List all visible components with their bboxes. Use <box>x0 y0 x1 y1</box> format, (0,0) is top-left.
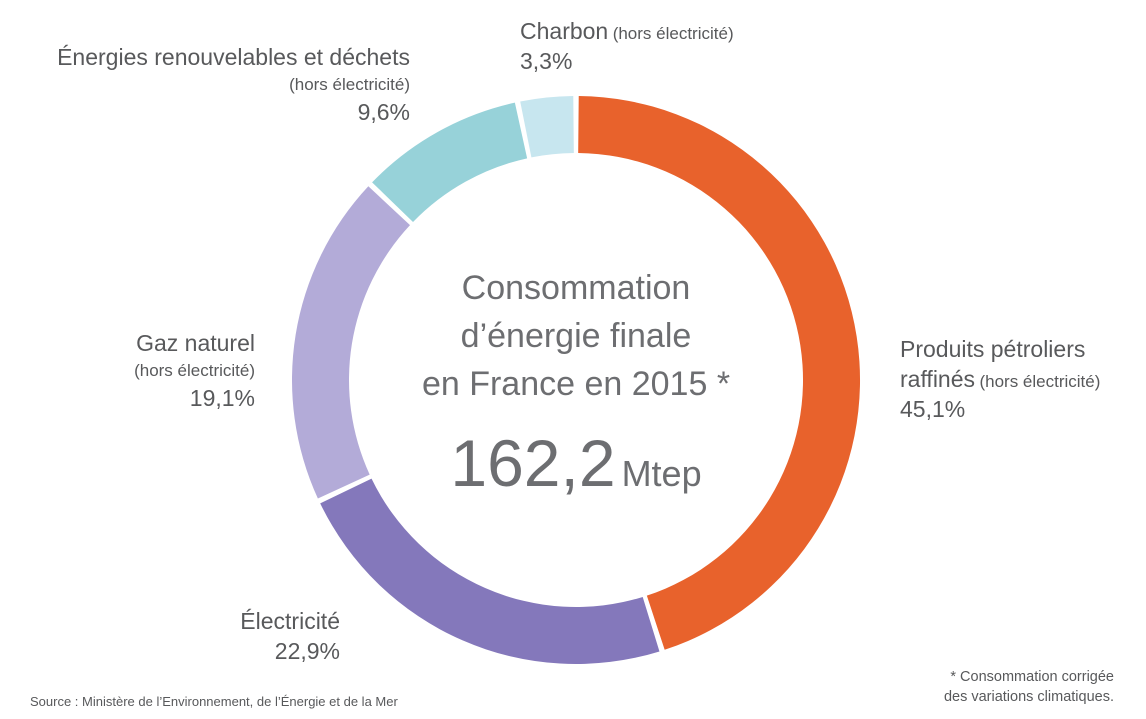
donut-svg <box>292 96 861 665</box>
label-charbon-name: Charbon (hors électricité) <box>520 16 734 46</box>
donut-segment-gaz-naturel <box>292 186 411 499</box>
label-electricite: Électricité 22,9% <box>240 606 340 667</box>
label-electricite-pct: 22,9% <box>274 638 340 664</box>
label-petroliers-main: Produits pétroliers <box>900 336 1086 362</box>
label-renouvelables-main: Énergies renouvelables et déchets <box>57 44 410 70</box>
label-gaz-pct: 19,1% <box>189 385 255 411</box>
footnote: * Consommation corrigée des variations c… <box>944 667 1114 707</box>
label-petroliers-main2: raffinés <box>900 366 976 392</box>
donut-chart: Consommation d’énergie finale en France … <box>286 90 866 670</box>
label-gaz-main: Gaz naturel <box>136 330 255 356</box>
source-credit: Source : Ministère de l’Environnement, d… <box>30 694 398 709</box>
label-charbon: Charbon (hors électricité) 3,3% <box>520 16 734 77</box>
label-petroliers-pct: 45,1% <box>900 396 966 422</box>
donut-segment-electricite <box>320 478 660 665</box>
label-charbon-main: Charbon <box>520 18 609 44</box>
label-electricite-main: Électricité <box>240 608 340 634</box>
label-renouvelables-pct: 9,6% <box>357 99 410 125</box>
label-charbon-sub: (hors électricité) <box>612 24 734 43</box>
footnote-line-2: des variations climatiques. <box>943 689 1114 705</box>
label-charbon-pct: 3,3% <box>520 48 573 74</box>
footnote-line-1: * Consommation corrigée <box>950 669 1114 685</box>
donut-segment-produits-petroliers <box>578 96 861 650</box>
label-petroliers-line2: raffinés (hors électricité) <box>900 364 1100 394</box>
label-petroliers: Produits pétroliers raffinés (hors élect… <box>900 334 1100 425</box>
donut-segment-charbon <box>520 96 574 158</box>
label-renouvelables-sub: (hors électricité) <box>289 75 410 94</box>
label-gaz: Gaz naturel (hors électricité) 19,1% <box>134 328 255 414</box>
label-renouvelables: Énergies renouvelables et déchets (hors … <box>57 42 410 128</box>
label-gaz-sub: (hors électricité) <box>134 361 255 380</box>
label-petroliers-sub: (hors électricité) <box>979 372 1101 391</box>
donut-segment-energies-renouvelables <box>372 102 528 222</box>
